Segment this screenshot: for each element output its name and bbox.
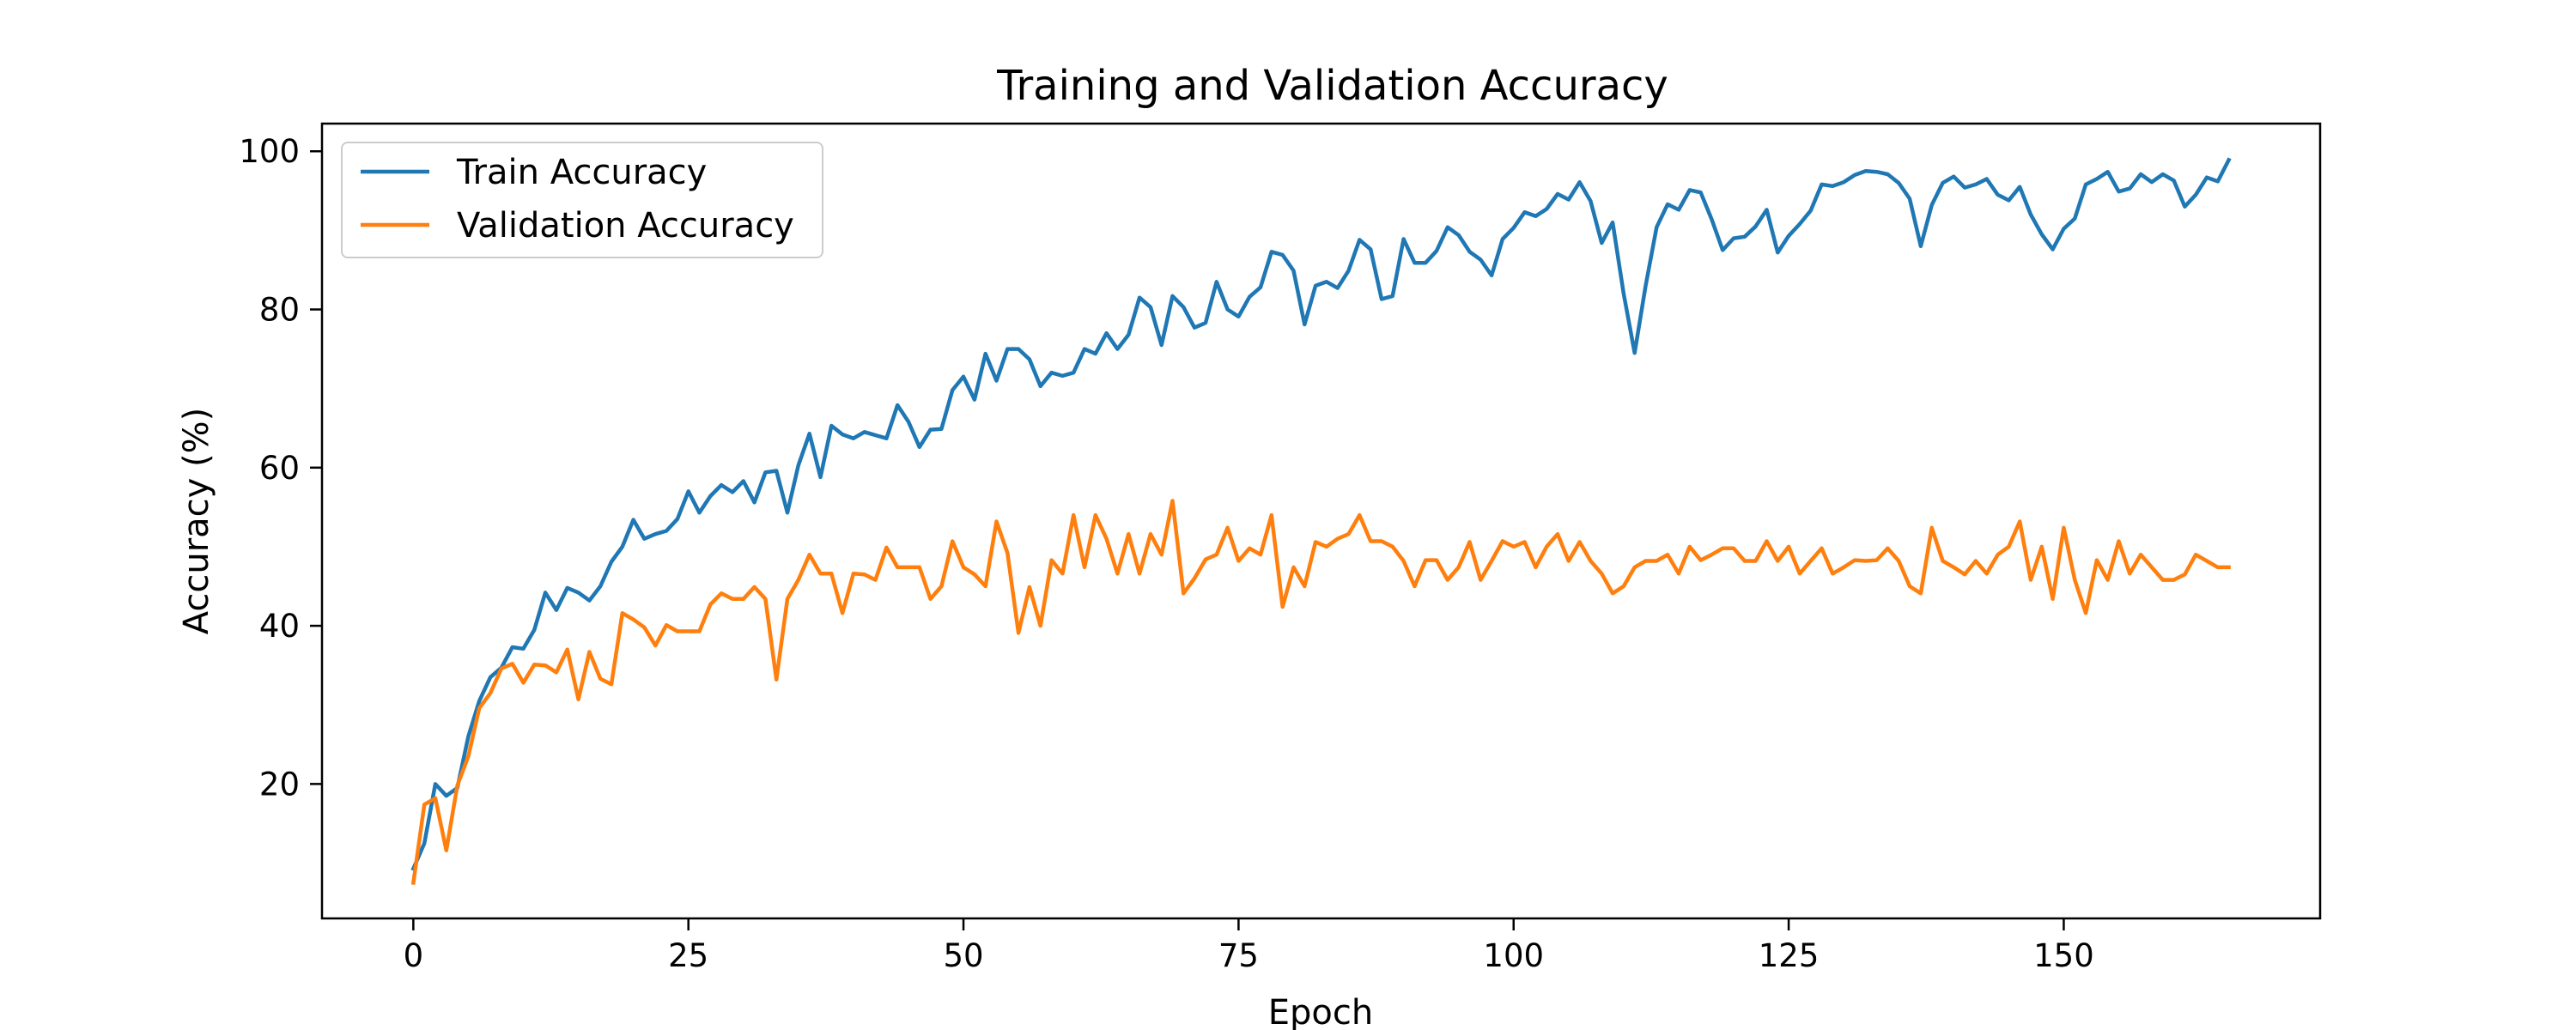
- x-tick-label: 150: [2033, 937, 2094, 974]
- series-line-train-accuracy: [410, 157, 2232, 871]
- legend: Train Accuracy Validation Accuracy: [341, 142, 823, 258]
- x-tick-label: 0: [404, 937, 424, 974]
- x-axis-label: Epoch: [1268, 993, 1373, 1030]
- y-axis: 20 40 60 80 100: [239, 133, 322, 803]
- y-tick-label: 60: [259, 450, 300, 487]
- x-tick-label: 25: [668, 937, 708, 974]
- series-layer: [410, 157, 2232, 886]
- y-tick-label: 100: [239, 133, 300, 170]
- x-tick-label: 75: [1218, 937, 1259, 974]
- y-axis-label: Accuracy (%): [177, 408, 216, 635]
- y-tick-label: 80: [259, 292, 300, 329]
- plot-frame: [320, 122, 2322, 920]
- legend-frame: [341, 142, 823, 258]
- legend-label-train-accuracy: Train Accuracy: [456, 153, 707, 192]
- x-axis: 0 25 50 75 100 125 150: [404, 918, 2094, 974]
- series-line-validation-accuracy: [410, 499, 2231, 886]
- y-tick-label: 40: [259, 608, 300, 645]
- chart-title: Training and Validation Accuracy: [996, 62, 1668, 110]
- x-tick-label: 125: [1759, 937, 1820, 974]
- x-tick-label: 50: [944, 937, 984, 974]
- y-tick-label: 20: [259, 766, 300, 803]
- legend-label-validation-accuracy: Validation Accuracy: [457, 206, 794, 245]
- x-tick-label: 100: [1483, 937, 1544, 974]
